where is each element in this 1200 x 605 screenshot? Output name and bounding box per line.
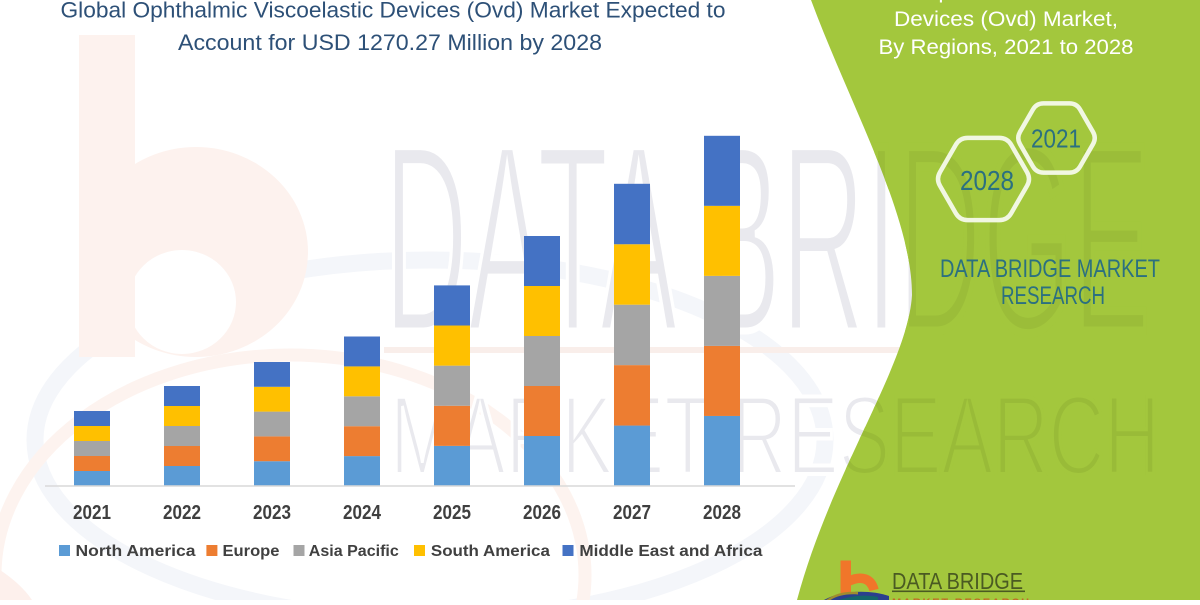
svg-text:2027: 2027 <box>613 502 651 524</box>
svg-text:2028: 2028 <box>960 165 1014 196</box>
svg-text:2026: 2026 <box>523 502 561 524</box>
svg-text:Middle East and Africa: Middle East and Africa <box>579 543 762 560</box>
svg-text:South America: South America <box>431 543 550 560</box>
svg-text:DATA BRIDGE MARKET: DATA BRIDGE MARKET <box>940 255 1160 283</box>
svg-text:Asia Pacific: Asia Pacific <box>309 543 399 560</box>
svg-text:DATA BRIDGE: DATA BRIDGE <box>892 568 1023 594</box>
svg-text:2025: 2025 <box>433 502 471 524</box>
svg-text:By Regions, 2021 to 2028: By Regions, 2021 to 2028 <box>879 35 1134 59</box>
svg-text:2022: 2022 <box>163 502 201 524</box>
svg-text:2028: 2028 <box>703 502 741 524</box>
svg-text:RESEARCH: RESEARCH <box>1001 282 1105 310</box>
svg-text:North America: North America <box>76 543 196 560</box>
svg-text:Account for USD 1270.27 Millio: Account for USD 1270.27 Million by 2028 <box>178 30 602 55</box>
svg-text:2021: 2021 <box>1031 124 1081 154</box>
svg-text:2023: 2023 <box>253 502 291 524</box>
svg-text:Europe: Europe <box>223 543 280 560</box>
svg-text:2024: 2024 <box>343 502 382 524</box>
svg-text:Devices (Ovd) Market,: Devices (Ovd) Market, <box>894 7 1118 31</box>
svg-text:Global Ophthalmic Viscoelastic: Global Ophthalmic Viscoelastic <box>848 0 1165 3</box>
svg-text:Global Ophthalmic Viscoelastic: Global Ophthalmic Viscoelastic Devices (… <box>61 0 726 23</box>
svg-text:2021: 2021 <box>73 502 111 524</box>
